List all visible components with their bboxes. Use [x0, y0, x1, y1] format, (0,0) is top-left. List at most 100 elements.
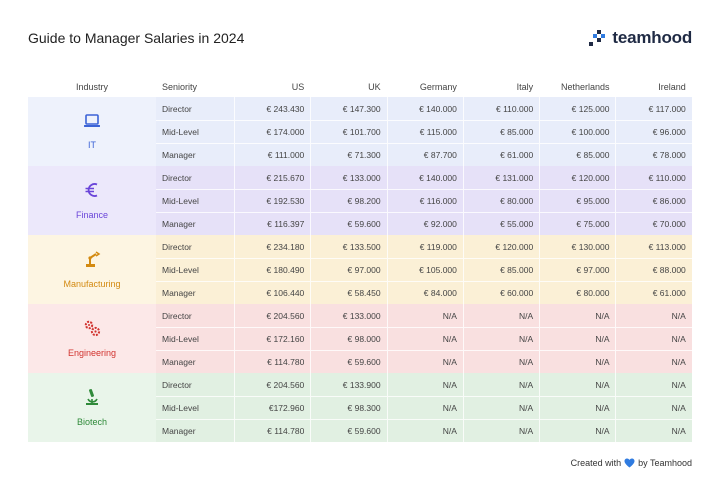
salary-cell: N/A	[615, 351, 691, 373]
teamhood-logo: teamhood	[588, 28, 692, 48]
salary-cell: N/A	[539, 351, 615, 373]
salary-cell: € 147.300	[310, 97, 386, 120]
salary-cell: € 111.000	[234, 144, 310, 166]
salary-cell: N/A	[462, 304, 539, 327]
table-row: Manager € 106.440 € 58.450 € 84.000 € 60.000…	[156, 281, 692, 304]
industry-rows: Director € 234.180 € 133.500 € 119.000 € 120…	[156, 235, 692, 304]
header-seniority: Seniority	[162, 82, 198, 92]
salary-cell: € 98.200	[310, 190, 386, 212]
laptop-icon	[83, 113, 101, 134]
salary-cell: € 234.180	[234, 235, 310, 258]
salary-cell: € 55.000	[462, 213, 539, 235]
footer-prefix: Created with	[570, 458, 622, 468]
salary-cell: €172.960	[234, 397, 310, 419]
salary-cell: € 192.530	[234, 190, 310, 212]
salary-cell: N/A	[615, 373, 691, 396]
header-country: Italy	[516, 82, 534, 92]
salary-cell: € 80.000	[462, 190, 539, 212]
salary-cell: € 88.000	[615, 259, 691, 281]
industry-cell: IT	[28, 97, 156, 166]
seniority-cell: Director	[162, 241, 192, 252]
industry-label: Finance	[75, 210, 109, 220]
industry-label: Manufacturing	[63, 279, 121, 289]
salary-cell: N/A	[539, 420, 615, 442]
salary-cell: € 84.000	[386, 282, 463, 304]
table-row: Manager € 116.397 € 59.600 € 92.000 € 55.000…	[156, 212, 692, 235]
table-row: Mid-Level € 192.530 € 98.200 € 116.000 € 80.…	[156, 189, 692, 212]
salary-cell: € 110.000	[462, 97, 539, 120]
salary-cell: € 125.000	[539, 97, 615, 120]
salary-cell: € 243.430	[234, 97, 310, 120]
salary-cell: N/A	[615, 397, 691, 419]
salary-cell: € 78.000	[615, 144, 691, 166]
salary-cell: € 204.560	[234, 304, 310, 327]
salary-cell: N/A	[462, 420, 539, 442]
salary-cell: € 133.000	[310, 304, 386, 327]
salary-cell: € 59.600	[310, 213, 386, 235]
salary-cell: N/A	[386, 373, 463, 396]
gears-icon	[83, 319, 101, 342]
table-row: Mid-Level €172.960 € 98.300 N/A N/A N/A N/A	[156, 396, 692, 419]
euro-icon	[84, 181, 100, 204]
seniority-cell: Director	[162, 103, 192, 114]
salary-cell: € 106.440	[234, 282, 310, 304]
seniority-cell: Manager	[162, 219, 196, 229]
salary-table: IT Director € 243.430 € 147.300 € 140.000 € 1…	[28, 97, 692, 442]
salary-cell: N/A	[539, 373, 615, 396]
salary-cell: N/A	[615, 420, 691, 442]
salary-cell: N/A	[539, 397, 615, 419]
industry-cell: Finance	[28, 166, 156, 235]
salary-cell: € 80.000	[539, 282, 615, 304]
seniority-cell: Director	[162, 310, 192, 321]
salary-cell: € 116.000	[386, 190, 463, 212]
industry-group: IT Director € 243.430 € 147.300 € 140.000 € 1…	[28, 97, 692, 166]
salary-cell: € 174.000	[234, 121, 310, 143]
salary-cell: N/A	[462, 397, 539, 419]
seniority-cell: Mid-Level	[162, 334, 199, 344]
salary-cell: € 117.000	[615, 97, 691, 120]
salary-cell: € 85.000	[539, 144, 615, 166]
salary-cell: € 92.000	[386, 213, 463, 235]
header-country: US	[291, 82, 305, 92]
salary-cell: € 95.000	[539, 190, 615, 212]
seniority-cell: Director	[162, 172, 192, 183]
salary-cell: € 71.300	[310, 144, 386, 166]
industry-label: Engineering	[67, 348, 117, 358]
industry-cell: Manufacturing	[28, 235, 156, 304]
salary-cell: € 204.560	[234, 373, 310, 396]
salary-cell: € 119.000	[386, 235, 463, 258]
footer-credit: Created with by Teamhood	[571, 458, 692, 468]
seniority-cell: Manager	[162, 357, 196, 367]
salary-cell: € 98.300	[310, 397, 386, 419]
header-country: Ireland	[658, 82, 686, 92]
salary-cell: € 133.900	[310, 373, 386, 396]
salary-cell: € 140.000	[386, 166, 463, 189]
seniority-cell: Manager	[162, 426, 196, 436]
header-country: Netherlands	[560, 82, 610, 92]
salary-cell: € 120.000	[539, 166, 615, 189]
salary-cell: € 113.000	[615, 235, 691, 258]
header-country: UK	[368, 82, 381, 92]
salary-cell: € 97.000	[539, 259, 615, 281]
salary-cell: € 215.670	[234, 166, 310, 189]
salary-cell: € 98.000	[310, 328, 386, 350]
header-industry: Industry	[75, 82, 108, 92]
teamhood-logo-icon	[589, 30, 606, 46]
salary-cell: N/A	[386, 328, 463, 350]
industry-group: Biotech Director € 204.560 € 133.900 N/A N/A N…	[28, 373, 692, 442]
industry-rows: Director € 204.560 € 133.900 N/A N/A N/A N/A Mi…	[156, 373, 692, 442]
industry-group: Finance Director € 215.670 € 133.000 € 140.0…	[28, 166, 692, 235]
salary-cell: € 86.000	[615, 190, 691, 212]
seniority-cell: Mid-Level	[162, 127, 199, 137]
salary-cell: € 75.000	[539, 213, 615, 235]
table-row: Mid-Level € 172.160 € 98.000 N/A N/A N/A N/A	[156, 327, 692, 350]
microscope-icon	[84, 388, 100, 411]
salary-cell: € 85.000	[462, 259, 539, 281]
industry-cell: Biotech	[28, 373, 156, 442]
salary-cell: N/A	[386, 397, 463, 419]
table-row: Director € 234.180 € 133.500 € 119.000 € 120…	[156, 235, 692, 258]
salary-cell: € 70.000	[615, 213, 691, 235]
salary-cell: € 59.600	[310, 351, 386, 373]
salary-cell: € 114.780	[234, 420, 310, 442]
logo-text: teamhood	[612, 28, 692, 47]
